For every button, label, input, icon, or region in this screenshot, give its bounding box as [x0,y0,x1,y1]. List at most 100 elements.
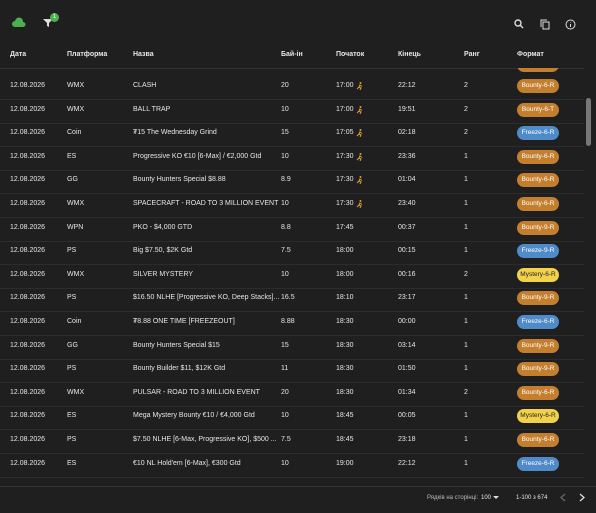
buy-in-cell: 10 [281,459,289,467]
cloud-icon[interactable] [12,16,26,28]
buy-in-cell: 10 [281,152,289,160]
rank-cell: 1 [464,223,468,231]
start-cell: 18:30 [336,388,354,396]
column-header[interactable]: Початок [336,51,365,58]
format-badge: Mystery-6-R [517,267,559,282]
column-header[interactable]: Кінець [398,51,421,58]
row-divider [0,382,584,384]
row-divider [0,405,584,407]
running-icon [356,82,363,90]
end-cell: 01:50 [398,365,416,373]
date-cell: 12.08.2026 [10,412,46,420]
format-badge: Bounty-9-R [517,362,559,377]
platform-cell: WMX [67,82,85,89]
platform-cell: PS [67,294,77,302]
rank-cell: 1 [464,459,468,467]
running-icon [356,152,363,161]
search-icon[interactable] [514,19,524,29]
start-cell: 17:05 [336,129,354,137]
column-header[interactable]: Назва [133,51,154,58]
running-icon [356,200,363,208]
name-cell: $16.50 NLHE [Progressive KO, Deep Stacks… [133,294,280,302]
date-cell: 12.08.2026 [10,318,46,325]
column-header[interactable]: Ранг [464,51,480,58]
buy-in-cell: 7.5 [281,247,291,255]
platform-cell: PS [67,436,77,443]
buy-in-cell: 16.5 [281,294,295,302]
buy-in-cell: 10 [281,412,289,420]
platform-cell: WMX [67,200,85,207]
rank-cell: 1 [464,152,468,160]
buy-in-cell: 20 [281,82,289,89]
name-cell: Bounty Builder $11, $12K Gtd [133,365,226,373]
name-cell: PKO - $4,000 GTD [133,223,193,231]
date-cell: 12.08.2026 [10,436,46,443]
date-cell: 12.08.2026 [10,341,46,349]
end-cell: 01:04 [398,176,416,184]
row-divider [0,240,584,242]
platform-cell: GG [67,176,78,184]
name-cell: Big $7.50, $2K Gtd [133,247,193,255]
start-cell: 18:30 [336,341,354,349]
buy-in-cell: 7.5 [281,436,291,443]
table-header: Дата Платформа Назва Бай-ін Початок Кінець Ран… [0,42,584,69]
format-badge: Bounty-6-R [517,385,559,400]
end-cell: 01:34 [398,388,416,396]
column-header[interactable]: Формат [517,51,544,58]
platform-cell: Coin [67,129,82,137]
date-cell: 12.08.2026 [10,388,46,396]
rank-cell: 2 [464,129,468,137]
filter-icon[interactable] [43,18,53,28]
rank-cell: 2 [464,270,468,278]
rows-per-page[interactable]: 100 [481,495,492,501]
buy-in-cell: 10 [281,200,289,207]
column-header[interactable]: Дата [10,51,27,58]
start-cell: 18:45 [336,412,354,420]
filter-badge: 1 [50,13,59,22]
row-divider [0,335,584,336]
cut-badge [517,68,559,72]
platform-cell: WMX [67,270,85,278]
rank-cell: 2 [464,105,468,113]
name-cell: PULSAR - ROAD TO 3 MILLION EVENT [133,388,260,396]
name-cell: ₮8.88 ONE TIME [FREEZEOUT] [133,318,235,325]
start-cell: 18:00 [336,247,354,255]
name-cell: SILVER MYSTERY [133,270,194,278]
rank-cell: 2 [464,388,468,396]
buy-in-cell: 8.9 [281,176,291,184]
info-icon[interactable] [565,19,576,30]
format-badge: Freeze-6-R [517,126,559,141]
date-cell: 12.08.2026 [10,365,46,373]
dropdown-icon[interactable] [493,496,499,500]
platform-cell: Coin [67,318,82,325]
platform-cell: WMX [67,388,85,396]
name-cell: CLASH [133,82,157,89]
platform-cell: WMX [67,105,85,113]
name-cell: Mega Mystery Bounty €10 / €4,000 Gtd [133,412,255,420]
format-badge: Bounty-6-R [517,79,559,93]
end-cell: 00:05 [398,412,416,420]
next-page[interactable] [579,493,585,502]
format-badge: Bounty-9-R [517,291,559,306]
toolbar: 1 [0,0,596,42]
date-cell: 12.08.2026 [10,270,46,278]
format-badge: Bounty-9-R [517,220,559,235]
end-cell: 00:16 [398,270,416,278]
row-divider [0,287,584,289]
copy-icon[interactable] [540,19,550,30]
column-header[interactable]: Бай-ін [281,51,303,58]
date-cell: 12.08.2026 [10,176,46,184]
end-cell: 00:15 [398,247,416,255]
end-cell: 03:14 [398,341,416,349]
table-body: 12.08.2026 WMX CLASH 20 17:00 22:12 2 Bounty-6-… [0,68,584,486]
name-cell: BALL TRAP [133,105,171,113]
format-badge: Freeze-6-R [517,315,559,329]
column-header[interactable]: Платформа [67,51,108,58]
prev-page[interactable] [560,493,566,502]
row-divider [0,193,584,195]
name-cell: €10 NL Hold'em [6-Max], €300 Gtd [133,459,241,467]
name-cell: SPACECRAFT - ROAD TO 3 MILLION EVENT [133,200,279,207]
name-cell: $7.50 NLHE [6-Max, Progressive KO], $500… [133,436,277,443]
rows-per-page-label: Рядків на сторінці: [427,495,479,501]
start-cell: 17:30 [336,176,354,184]
